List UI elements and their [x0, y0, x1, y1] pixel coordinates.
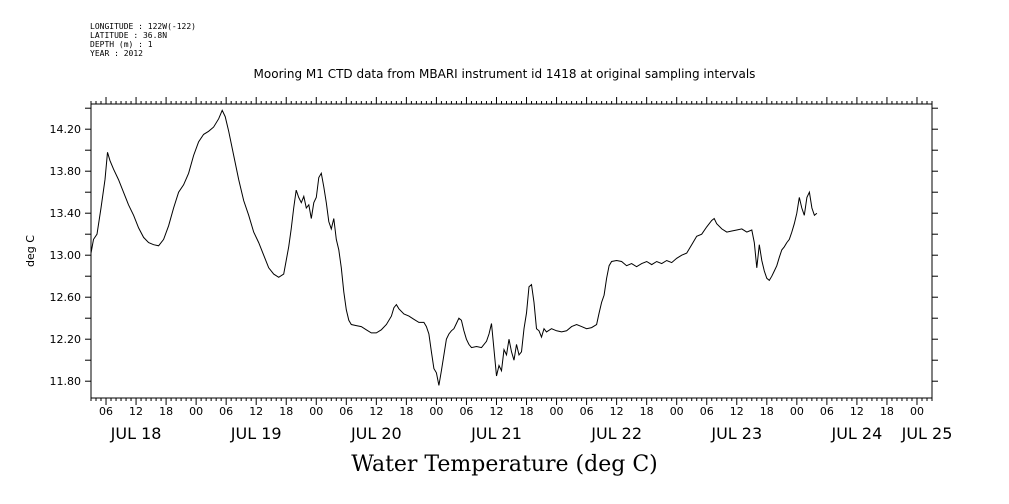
- x-day-label: JUL 22: [590, 424, 642, 443]
- x-tick-label: 12: [249, 405, 263, 418]
- x-tick-label: 06: [820, 405, 834, 418]
- x-tick-label: 12: [730, 405, 744, 418]
- plot-frame: [90, 103, 933, 399]
- x-tick-label: 06: [459, 405, 473, 418]
- x-day-label: JUL 21: [470, 424, 522, 443]
- x-tick-label: 06: [99, 405, 113, 418]
- x-axis-title: Water Temperature (deg C): [351, 452, 658, 477]
- y-tick-label: 12.60: [50, 291, 82, 304]
- year-label: YEAR : 2012: [90, 49, 143, 58]
- y-axis-label: deg C: [24, 235, 37, 267]
- y-tick-label: 11.80: [50, 375, 82, 388]
- depth-label: DEPTH (m) : 1: [90, 40, 153, 49]
- x-tick-label: 12: [489, 405, 503, 418]
- x-day-label: JUL 19: [230, 424, 282, 443]
- x-tick-label: 06: [339, 405, 353, 418]
- y-tick-label: 13.40: [50, 207, 82, 220]
- x-day-label: JUL 23: [710, 424, 762, 443]
- x-tick-label: 18: [520, 405, 534, 418]
- x-tick-label: 00: [189, 405, 203, 418]
- x-tick-label: 18: [159, 405, 173, 418]
- series-line: [90, 109, 818, 386]
- x-tick-label: 00: [550, 405, 564, 418]
- x-tick-label: 00: [670, 405, 684, 418]
- x-tick-label: 18: [760, 405, 774, 418]
- x-day-label: JUL 20: [350, 424, 402, 443]
- metadata-block: LONGITUDE : 122W(-122) LATITUDE : 36.8N …: [90, 22, 196, 58]
- x-tick-label: 12: [610, 405, 624, 418]
- x-day-label: JUL 24: [831, 424, 883, 443]
- y-tick-label: 13.00: [50, 249, 82, 262]
- x-tick-label: 12: [129, 405, 143, 418]
- y-tick-label: 13.80: [50, 165, 82, 178]
- y-tick-label: 12.20: [50, 333, 82, 346]
- x-day-label: JUL 18: [110, 424, 162, 443]
- x-tick-label: 18: [880, 405, 894, 418]
- x-tick-label: 18: [640, 405, 654, 418]
- x-tick-label: 12: [369, 405, 383, 418]
- x-tick-label: 18: [279, 405, 293, 418]
- x-tick-label: 00: [309, 405, 323, 418]
- latitude-label: LATITUDE : 36.8N: [90, 31, 168, 40]
- x-tick-label: 00: [429, 405, 443, 418]
- x-tick-label: 00: [790, 405, 804, 418]
- x-tick-label: 06: [219, 405, 233, 418]
- x-tick-label: 12: [850, 405, 864, 418]
- y-tick-label: 14.20: [50, 123, 82, 136]
- x-tick-label: 00: [910, 405, 924, 418]
- chart-title: Mooring M1 CTD data from MBARI instrumen…: [253, 67, 756, 81]
- x-tick-label: 06: [700, 405, 714, 418]
- longitude-label: LONGITUDE : 122W(-122): [90, 22, 196, 31]
- x-tick-label: 06: [580, 405, 594, 418]
- x-tick-label: 18: [399, 405, 413, 418]
- x-day-label: JUL 25: [901, 424, 953, 443]
